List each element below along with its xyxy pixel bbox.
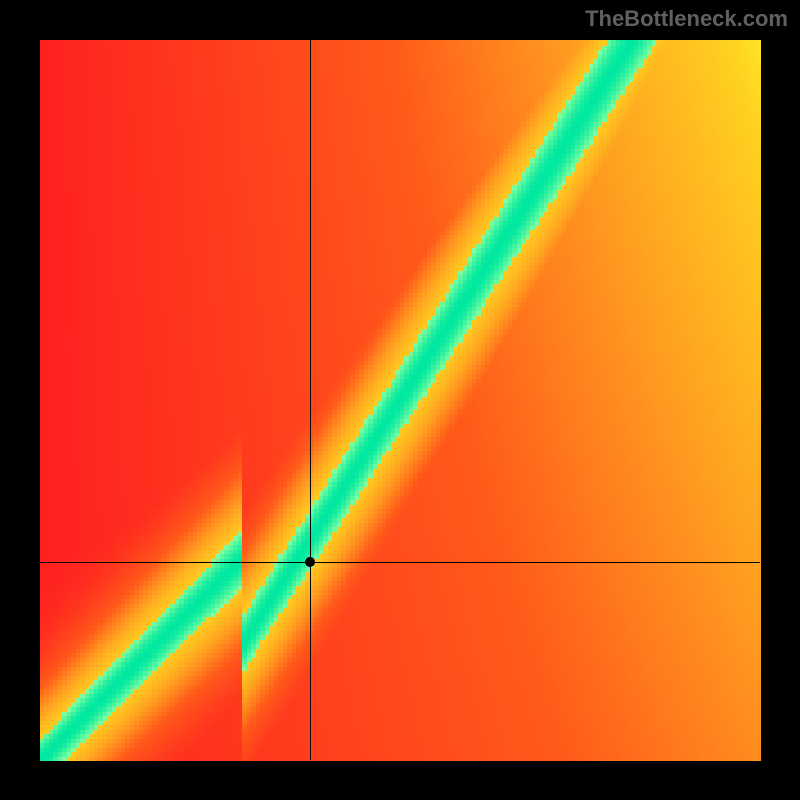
heatmap-chart <box>0 0 800 800</box>
watermark-text: TheBottleneck.com <box>585 6 788 32</box>
chart-container: TheBottleneck.com <box>0 0 800 800</box>
